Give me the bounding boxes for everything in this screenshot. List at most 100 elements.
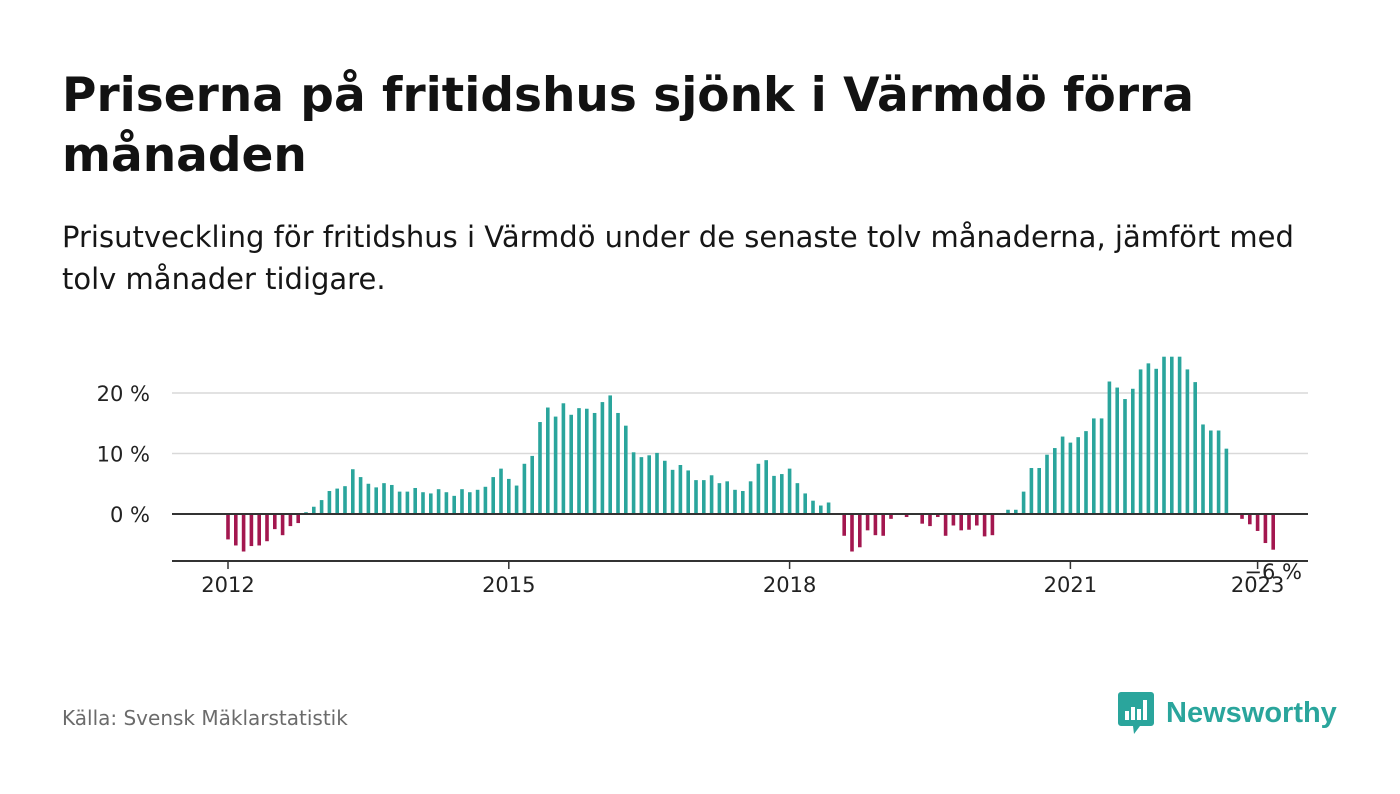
bar: [725, 481, 729, 514]
brand-name: Newsworthy: [1166, 696, 1337, 729]
bar: [803, 493, 807, 514]
bar: [1162, 356, 1166, 514]
bar: [826, 502, 831, 514]
bar: [1099, 418, 1104, 514]
bar: [1240, 514, 1244, 519]
bar: [780, 474, 784, 514]
bar: [842, 514, 846, 536]
bar: [273, 514, 277, 530]
bar: [678, 465, 683, 514]
bar: [288, 514, 293, 527]
bar: [561, 403, 566, 514]
x-tick-label: 2015: [482, 573, 535, 597]
bar: [600, 402, 605, 514]
bar: [1107, 381, 1112, 514]
bar: [1045, 454, 1049, 514]
bar: [1271, 514, 1275, 550]
bar: [460, 489, 464, 514]
bar: [1076, 437, 1080, 514]
bar: [787, 468, 792, 515]
bar: [413, 487, 417, 514]
bar: [343, 486, 347, 514]
bar: [1263, 514, 1268, 544]
bar: [1029, 468, 1034, 514]
bar: [592, 412, 597, 514]
bar: [327, 491, 332, 514]
bar: [1138, 369, 1143, 514]
bar: [748, 481, 753, 514]
bar: [1216, 430, 1221, 514]
bar: [1209, 430, 1213, 514]
bar: [631, 452, 636, 514]
bar: [608, 395, 612, 514]
bar: [904, 514, 909, 518]
bar: [694, 480, 698, 514]
bar: [975, 514, 979, 526]
bar: [709, 475, 714, 514]
bars-layer: [226, 356, 1275, 552]
bar: [686, 470, 690, 514]
x-tick-label: 2018: [763, 573, 816, 597]
newsworthy-logo[interactable]: Newsworthy: [1118, 690, 1337, 736]
last-value-label: −6 %: [1244, 560, 1302, 584]
bar: [335, 488, 339, 514]
bar: [569, 414, 573, 514]
bar: [530, 455, 534, 514]
bar: [647, 455, 651, 514]
y-tick-label: 10 %: [97, 443, 150, 467]
bar: [312, 506, 316, 514]
bar: [717, 483, 722, 514]
bar: [436, 489, 441, 514]
bar: [928, 514, 932, 527]
bar: [226, 514, 230, 540]
bar: [1037, 468, 1041, 514]
x-tick-label: 2021: [1044, 573, 1097, 597]
y-tick-label: 0 %: [110, 503, 150, 527]
bar: [546, 407, 550, 514]
bar: [1092, 418, 1096, 514]
bar: [1053, 448, 1057, 514]
bar-chart-speech-bubble-icon: [1118, 692, 1154, 734]
bar: [265, 514, 269, 542]
bar: [1170, 356, 1174, 514]
bar: [1255, 514, 1260, 531]
bar: [366, 483, 371, 514]
bar: [1177, 356, 1182, 514]
bar: [1115, 387, 1119, 514]
axis-layer: 0 % 10 % 20 % 2012 2015 2018 2021 2023−6 %: [97, 382, 1308, 597]
bar: [663, 460, 667, 514]
bar: [1248, 514, 1252, 525]
chart-title: Priserna på fritidshus sjönk i Värmdö fö…: [62, 68, 1194, 183]
bar: [553, 416, 558, 514]
bar: [881, 514, 885, 536]
bar: [405, 491, 410, 515]
bar: [624, 425, 628, 514]
bar: [1193, 382, 1197, 514]
bar: [585, 408, 589, 514]
bar: [1185, 369, 1190, 514]
bar: [1131, 388, 1135, 514]
bar: [280, 514, 285, 536]
bar: [538, 422, 542, 514]
bar: [351, 469, 355, 514]
bar: [982, 514, 987, 537]
bar: [483, 486, 488, 514]
bar: [374, 487, 378, 514]
bar: [733, 489, 737, 514]
bar: [249, 514, 254, 547]
bar: [452, 495, 456, 514]
bar: [390, 484, 394, 514]
bar: [1201, 424, 1205, 514]
bar: [936, 514, 940, 518]
bar-chart: 0 % 10 % 20 % 2012 2015 2018 2021 2023−6 %: [97, 356, 1308, 597]
x-tick-label: 2012: [201, 573, 254, 597]
bar: [475, 489, 480, 514]
bar: [990, 514, 995, 536]
bar: [943, 514, 948, 536]
bar: [639, 457, 644, 514]
bar: [702, 480, 706, 514]
grid-layer: [172, 392, 1308, 455]
bar: [241, 514, 246, 552]
bar: [795, 483, 800, 514]
bar: [655, 452, 659, 514]
